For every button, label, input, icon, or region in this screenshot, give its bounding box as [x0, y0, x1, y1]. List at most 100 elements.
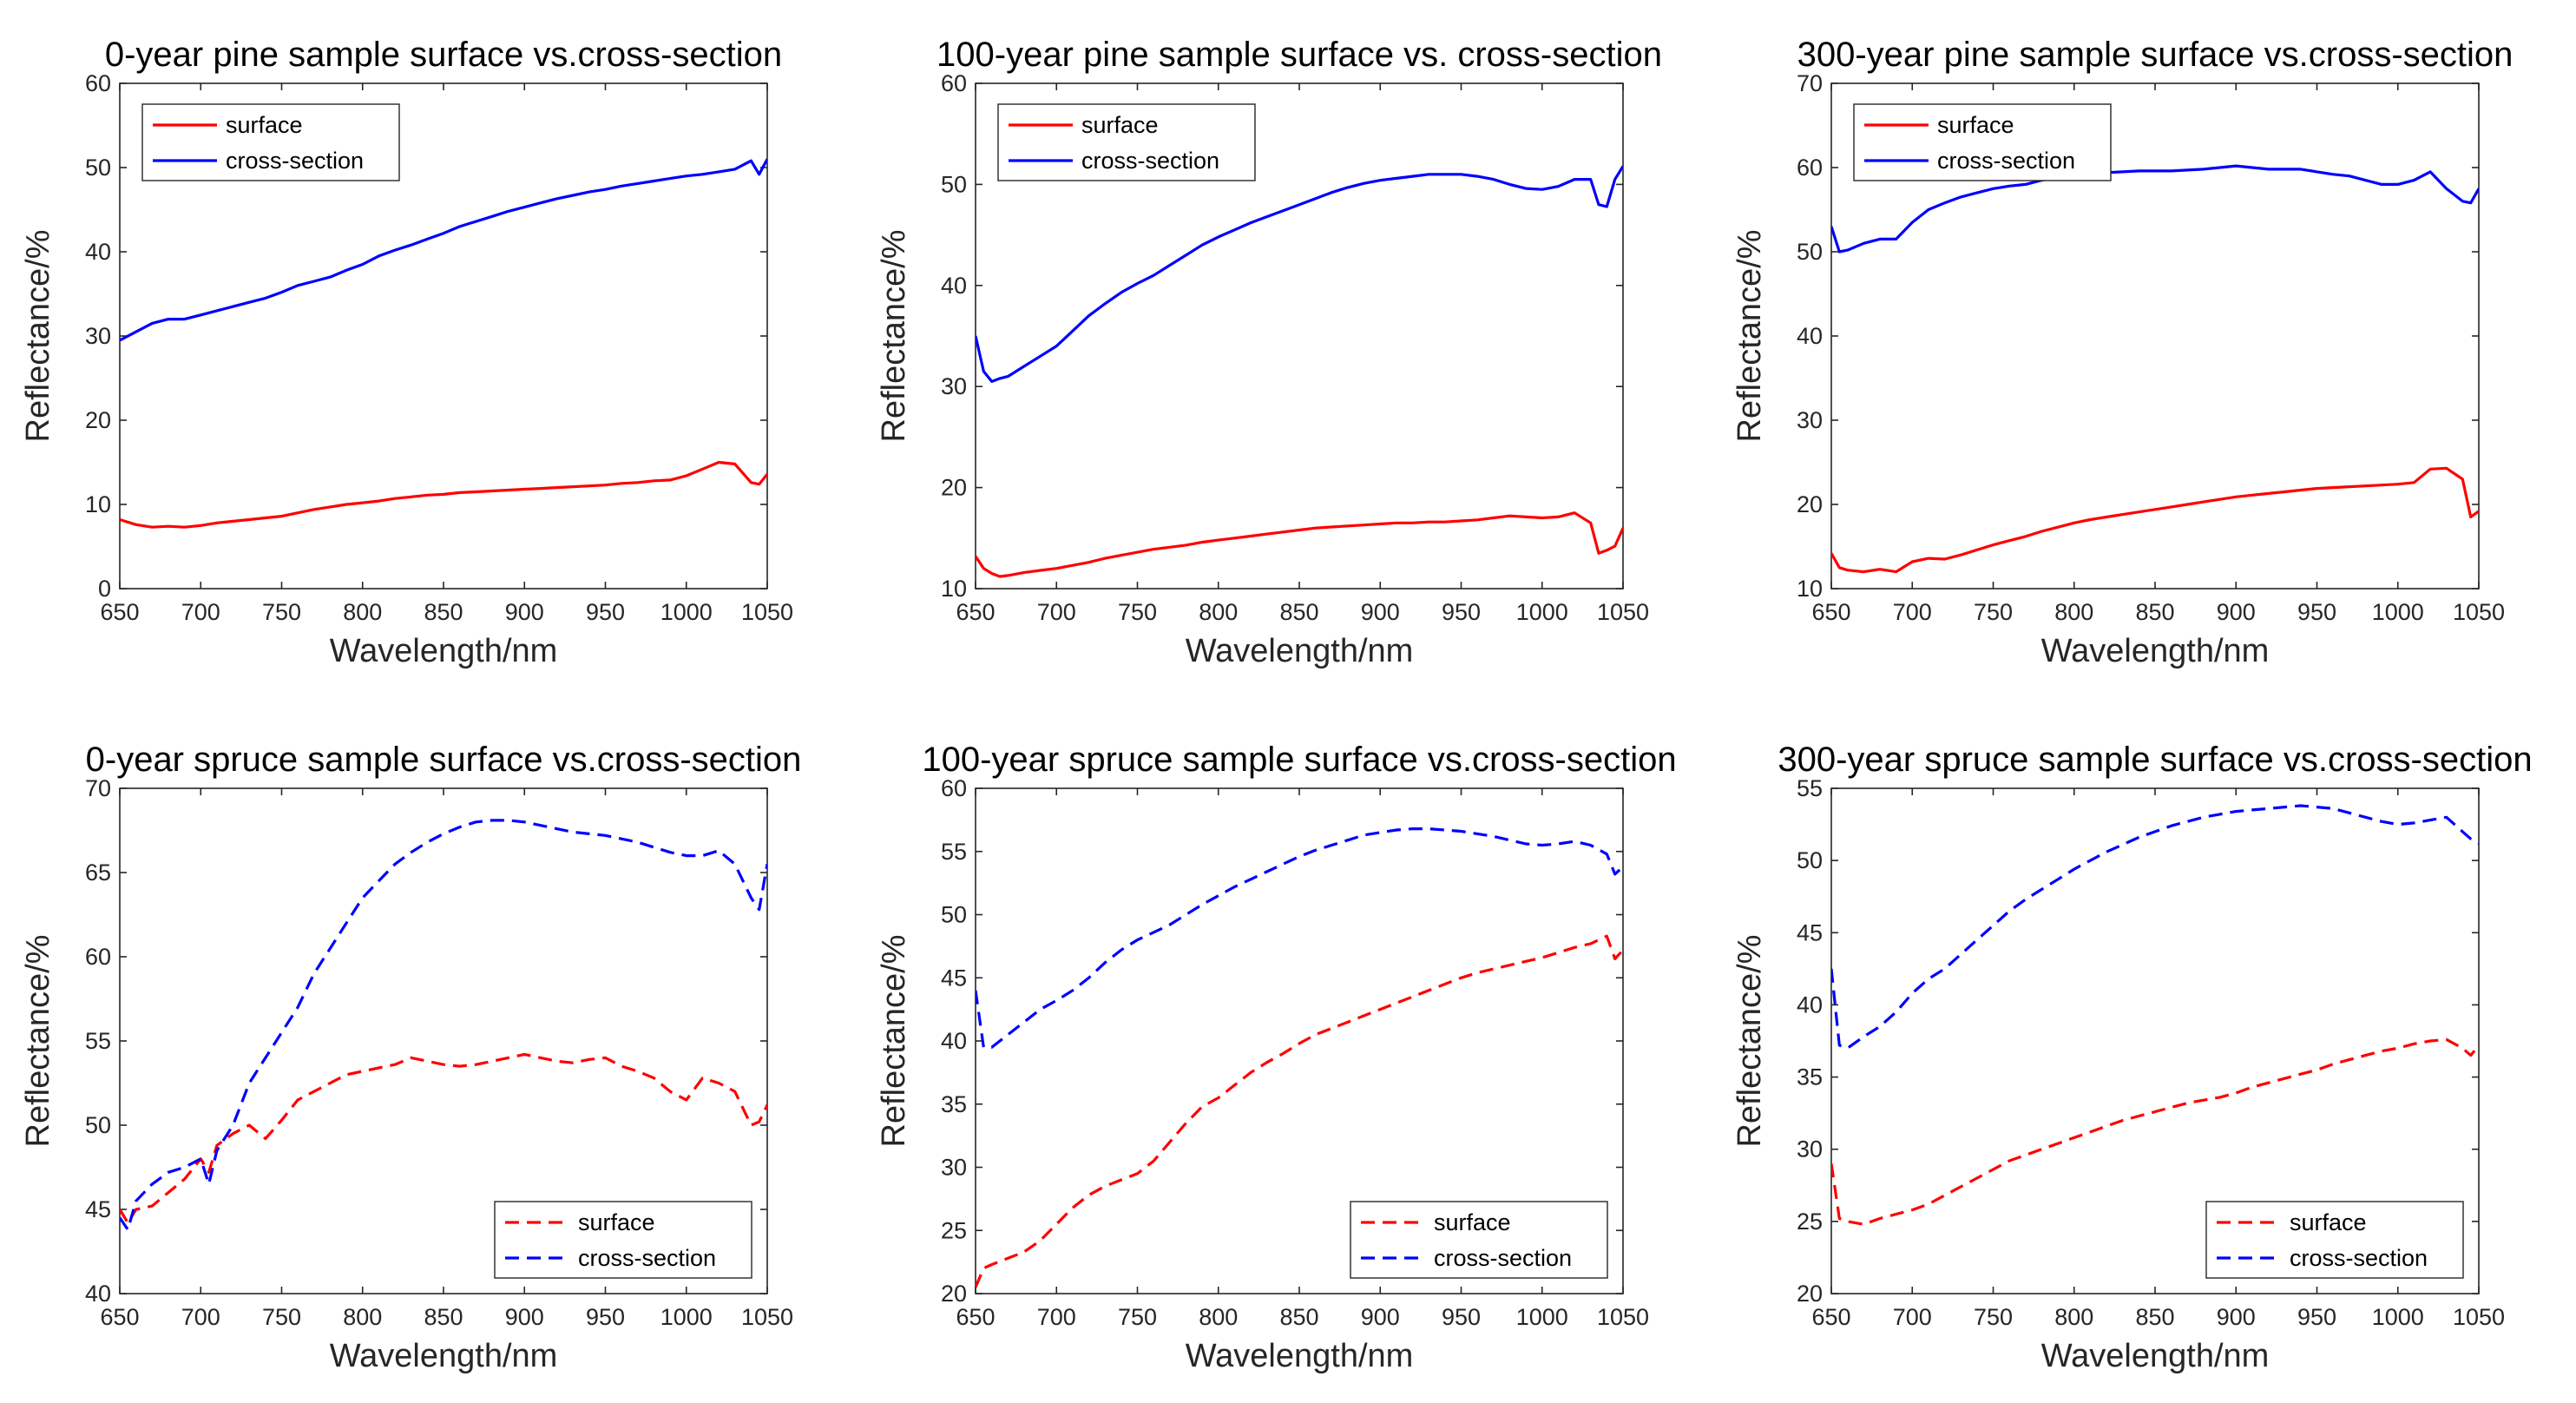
- x-tick-label: 950: [586, 1304, 625, 1330]
- series-line-cross-section: [1831, 164, 2479, 254]
- x-axis-label: Wavelength/nm: [330, 1338, 558, 1374]
- chart-title: 300-year pine sample surface vs.cross-se…: [1797, 36, 2514, 74]
- chart-title: 0-year pine sample surface vs.cross-sect…: [105, 36, 782, 74]
- x-tick-label: 900: [1361, 599, 1400, 625]
- y-tick-label: 50: [85, 155, 111, 181]
- y-tick-label: 20: [941, 1281, 967, 1307]
- y-tick-label: 40: [1797, 991, 1823, 1018]
- y-tick-label: 60: [1797, 155, 1823, 181]
- y-tick-label: 40: [85, 1281, 111, 1307]
- x-tick-label: 1000: [2372, 599, 2424, 625]
- chart-title: 0-year spruce sample surface vs.cross-se…: [86, 741, 802, 779]
- chart-1: 650 700 750 800 850 900 950 1000 1050 0 10 20 30 40 50…: [20, 36, 793, 669]
- y-tick-label: 70: [1797, 70, 1823, 96]
- chart-3: 650 700 750 800 850 900 950 1000 1050 10 20 30 40 50 6…: [1732, 36, 2513, 669]
- x-tick-label: 650: [956, 599, 995, 625]
- x-tick-label: 700: [181, 599, 220, 625]
- legend-box: [997, 103, 1256, 181]
- chart-5: 650 700 750 800 850 900 950 1000 1050 20 25 30 35 40 4…: [876, 741, 1677, 1374]
- series-line-surface: [120, 1052, 767, 1225]
- series-line-surface: [1831, 466, 2479, 574]
- y-tick-label: 30: [85, 323, 111, 349]
- y-tick-label: 40: [941, 273, 967, 299]
- x-tick-label: 1050: [1597, 599, 1649, 625]
- y-tick-label: 10: [1797, 576, 1823, 602]
- x-tick-label: 950: [2297, 1304, 2336, 1330]
- x-tick-label: 1000: [1516, 599, 1568, 625]
- legend-label: surface: [1937, 112, 2014, 138]
- y-tick-label: 50: [941, 902, 967, 928]
- series-line-surface: [120, 460, 767, 529]
- x-tick-label: 700: [1893, 599, 1932, 625]
- y-tick-label: 55: [85, 1028, 111, 1054]
- series-line-surface: [1831, 1037, 2479, 1226]
- y-tick-label: 20: [941, 475, 967, 501]
- legend-label: surface: [2290, 1209, 2367, 1235]
- x-tick-label: 750: [1118, 599, 1157, 625]
- x-tick-label: 650: [956, 1304, 995, 1330]
- x-tick-label: 850: [424, 1304, 463, 1330]
- y-axis-label: Reflectance/%: [876, 229, 912, 442]
- y-tick-label: 50: [85, 1112, 111, 1138]
- series-line-cross-section: [120, 158, 767, 342]
- x-tick-label: 950: [1442, 599, 1481, 625]
- y-tick-label: 60: [85, 70, 111, 96]
- x-tick-label: 900: [2217, 599, 2256, 625]
- series-line-cross-section: [976, 165, 1623, 383]
- y-tick-label: 30: [941, 1155, 967, 1181]
- legend-box: [141, 103, 400, 181]
- x-tick-label: 750: [1974, 1304, 2013, 1330]
- x-tick-label: 1050: [741, 599, 793, 625]
- y-axis-label: Reflectance/%: [876, 934, 912, 1147]
- y-axis-label: Reflectance/%: [20, 229, 56, 442]
- legend-box: [1350, 1201, 1608, 1279]
- series-line-cross-section: [120, 819, 767, 1231]
- x-tick-label: 1050: [741, 1304, 793, 1330]
- y-axis-label: Reflectance/%: [1732, 934, 1768, 1147]
- x-tick-label: 650: [100, 599, 139, 625]
- series-line-surface: [976, 934, 1623, 1288]
- y-tick-label: 20: [1797, 1281, 1823, 1307]
- x-tick-label: 800: [1199, 599, 1238, 625]
- y-tick-label: 10: [941, 576, 967, 602]
- x-tick-label: 950: [586, 599, 625, 625]
- legend-label: cross-section: [1081, 148, 1219, 174]
- y-tick-label: 35: [1797, 1064, 1823, 1090]
- y-tick-label: 55: [1797, 775, 1823, 801]
- x-axis-label: Wavelength/nm: [1186, 1338, 1414, 1374]
- x-axis-label: Wavelength/nm: [1186, 633, 1414, 669]
- x-tick-label: 650: [100, 1304, 139, 1330]
- y-tick-label: 50: [1797, 847, 1823, 873]
- x-tick-label: 1000: [1516, 1304, 1568, 1330]
- x-tick-label: 800: [343, 599, 382, 625]
- x-tick-label: 850: [2135, 599, 2174, 625]
- x-tick-label: 900: [2217, 1304, 2256, 1330]
- legend-label: surface: [1434, 1209, 1511, 1235]
- chart-4: 650 700 750 800 850 900 950 1000 1050 40 45 50 55 60 6…: [20, 741, 801, 1374]
- legend-label: cross-section: [1434, 1245, 1572, 1271]
- y-tick-label: 60: [941, 775, 967, 801]
- x-tick-label: 850: [1279, 599, 1318, 625]
- y-tick-label: 55: [941, 839, 967, 865]
- x-axis-label: Wavelength/nm: [2041, 633, 2270, 669]
- x-tick-label: 650: [1811, 599, 1850, 625]
- x-tick-label: 700: [181, 1304, 220, 1330]
- chart-title: 100-year pine sample surface vs. cross-s…: [936, 36, 1662, 74]
- y-tick-label: 50: [1797, 239, 1823, 265]
- x-tick-label: 800: [2054, 1304, 2093, 1330]
- legend-label: cross-section: [578, 1245, 716, 1271]
- legend-label: surface: [1081, 112, 1159, 138]
- series-line-cross-section: [1831, 804, 2479, 1050]
- x-tick-label: 700: [1037, 1304, 1076, 1330]
- x-tick-label: 1000: [660, 599, 713, 625]
- y-tick-label: 40: [941, 1028, 967, 1054]
- y-tick-label: 0: [98, 576, 111, 602]
- y-axis-label: Reflectance/%: [20, 934, 56, 1147]
- legend-box: [1853, 103, 2112, 181]
- y-tick-label: 45: [1797, 919, 1823, 945]
- legend-label: surface: [226, 112, 303, 138]
- x-tick-label: 700: [1037, 599, 1076, 625]
- y-tick-label: 40: [1797, 323, 1823, 349]
- legend-box: [2205, 1201, 2464, 1279]
- x-tick-label: 850: [424, 599, 463, 625]
